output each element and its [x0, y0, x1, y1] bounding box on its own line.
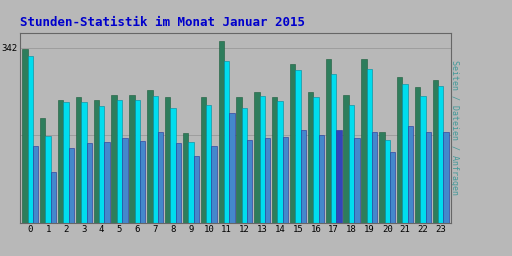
Bar [372, 132, 377, 223]
Bar [188, 142, 194, 223]
Bar [229, 113, 234, 223]
Bar [104, 142, 110, 223]
Bar [63, 102, 69, 223]
Y-axis label: Seiten / Dateien / Anfragen: Seiten / Dateien / Anfragen [450, 60, 459, 196]
Bar [385, 140, 390, 223]
Bar [367, 69, 372, 223]
Bar [81, 102, 87, 223]
Bar [206, 105, 211, 223]
Bar [183, 133, 188, 223]
Bar [58, 100, 63, 223]
Bar [94, 100, 99, 223]
Bar [308, 92, 313, 223]
Bar [408, 126, 413, 223]
Bar [425, 132, 431, 223]
Bar [331, 74, 336, 223]
Bar [344, 95, 349, 223]
Bar [379, 132, 385, 223]
Bar [69, 148, 74, 223]
Bar [272, 97, 278, 223]
Bar [122, 138, 127, 223]
Bar [51, 172, 56, 223]
Bar [336, 130, 342, 223]
Bar [33, 146, 38, 223]
Bar [211, 146, 217, 223]
Bar [260, 96, 265, 223]
Bar [201, 97, 206, 223]
Bar [224, 61, 229, 223]
Bar [313, 97, 318, 223]
Bar [219, 41, 224, 223]
Bar [397, 77, 402, 223]
Bar [247, 140, 252, 223]
Bar [99, 106, 104, 223]
Bar [361, 59, 367, 223]
Bar [433, 80, 438, 223]
Bar [40, 118, 46, 223]
Bar [295, 70, 301, 223]
Bar [130, 95, 135, 223]
Bar [278, 101, 283, 223]
Bar [326, 59, 331, 223]
Bar [28, 56, 33, 223]
Bar [87, 143, 92, 223]
Bar [354, 138, 359, 223]
Bar [415, 87, 420, 223]
Bar [390, 152, 395, 223]
Bar [290, 64, 295, 223]
Bar [283, 137, 288, 223]
Bar [420, 96, 425, 223]
Text: Stunden-Statistik im Monat Januar 2015: Stunden-Statistik im Monat Januar 2015 [20, 16, 306, 29]
Bar [176, 143, 181, 223]
Bar [46, 136, 51, 223]
Bar [254, 92, 260, 223]
Bar [402, 84, 408, 223]
Bar [194, 156, 199, 223]
Bar [165, 97, 170, 223]
Bar [158, 132, 163, 223]
Bar [147, 90, 153, 223]
Bar [22, 49, 28, 223]
Bar [318, 135, 324, 223]
Bar [112, 95, 117, 223]
Bar [349, 105, 354, 223]
Bar [117, 100, 122, 223]
Bar [301, 130, 306, 223]
Bar [443, 132, 449, 223]
Bar [265, 138, 270, 223]
Bar [237, 97, 242, 223]
Bar [242, 108, 247, 223]
Bar [76, 97, 81, 223]
Bar [438, 86, 443, 223]
Bar [153, 96, 158, 223]
Bar [135, 100, 140, 223]
Bar [140, 141, 145, 223]
Bar [170, 108, 176, 223]
